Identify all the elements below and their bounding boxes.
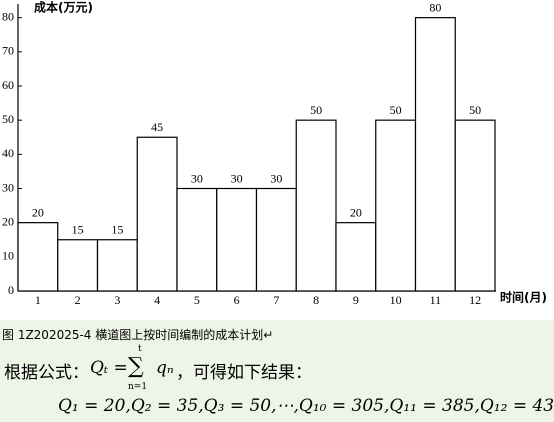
bar [96, 239, 138, 292]
formula-lhs: Qₜ = [90, 358, 128, 378]
formula-sum: ∑ [128, 354, 144, 379]
y-tick-label: 0 [8, 283, 14, 297]
x-tick-label: 11 [430, 293, 442, 307]
value-label: 50 [390, 103, 402, 117]
value-label: 45 [151, 120, 163, 134]
x-tick-label: 4 [154, 293, 160, 307]
bar [454, 119, 496, 292]
bar [57, 239, 99, 292]
y-tick-label: 60 [2, 78, 14, 92]
formula-results: Q₁ = 20,Q₂ = 35,Q₃ = 50,⋯,Q₁₀ = 305,Q₁₁ … [58, 396, 554, 416]
x-tick-label: 9 [353, 293, 359, 307]
bar [216, 187, 258, 292]
x-tick-label: 10 [390, 293, 402, 307]
bar [414, 17, 456, 292]
x-tick-label: 3 [114, 293, 120, 307]
bar [136, 136, 178, 292]
formula-upper: t [138, 344, 142, 354]
x-tick-label: 2 [75, 293, 81, 307]
value-label: 50 [469, 103, 481, 117]
formula-summand: qₙ [156, 358, 174, 378]
value-label: 30 [231, 171, 243, 185]
bar [335, 222, 377, 292]
y-tick-label: 70 [2, 44, 14, 58]
value-label: 20 [350, 205, 362, 219]
formula-lower: n=1 [128, 382, 148, 392]
formula-intro: 根据公式： [4, 363, 89, 383]
x-tick-label: 7 [273, 293, 279, 307]
chart-title: 成本(万元) [34, 0, 93, 15]
bar [176, 187, 218, 292]
bar [255, 187, 297, 292]
value-label: 20 [32, 205, 44, 219]
value-label: 30 [191, 171, 203, 185]
x-tick-label: 6 [234, 293, 240, 307]
x-axis-label: 时间(月) [500, 290, 547, 305]
value-label: 80 [429, 0, 441, 14]
formula-tail: ，可得如下结果： [176, 363, 312, 383]
bar [17, 222, 59, 292]
y-tick-label: 30 [2, 180, 14, 194]
bar [375, 119, 417, 292]
caption: 图 1Z202025-4 横道图上按时间编制的成本计划↵ [2, 328, 274, 342]
y-tick-label: 80 [2, 9, 14, 23]
value-label: 50 [310, 103, 322, 117]
y-tick-label: 40 [2, 146, 14, 160]
x-tick-label: 5 [194, 293, 200, 307]
x-tick-label: 1 [35, 293, 41, 307]
y-tick-label: 20 [2, 214, 14, 228]
text-section: 图 1Z202025-4 横道图上按时间编制的成本计划↵ 根据公式： Qₜ = … [0, 320, 554, 422]
value-label: 15 [111, 223, 123, 237]
y-tick-label: 50 [2, 112, 14, 126]
bar [295, 119, 337, 292]
chart: 成本(万元) 时间(月) 0 10 20 30 40 50 60 70 80 1 20 2 15 3 15 4… [2, 0, 547, 307]
value-label: 15 [72, 223, 84, 237]
value-label: 30 [270, 171, 282, 185]
x-tick-label: 8 [313, 293, 319, 307]
x-tick-label: 12 [469, 293, 481, 307]
y-tick-label: 10 [2, 249, 14, 263]
